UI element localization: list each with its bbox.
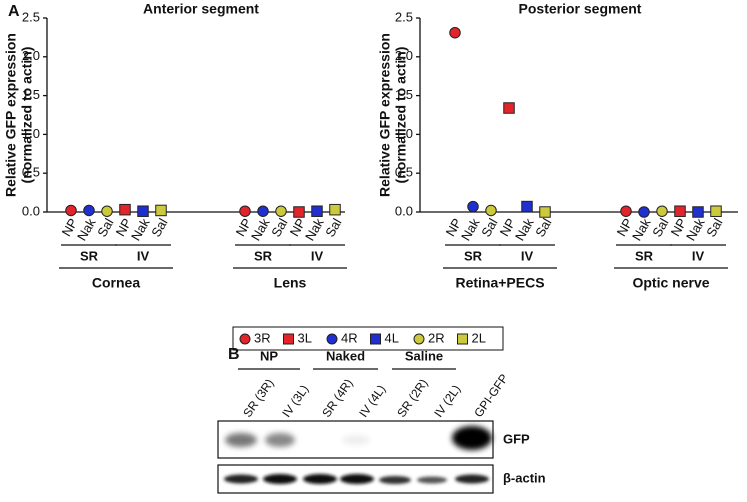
- category-label: Cornea: [92, 275, 140, 291]
- marker: [311, 205, 323, 217]
- route-label: SR: [635, 248, 654, 263]
- marker: [239, 205, 251, 217]
- legend-label: 3R: [254, 330, 271, 345]
- y-tick-label: 1.0: [395, 126, 413, 141]
- y-axis-label: Relative GFP expression: [3, 33, 19, 197]
- y-axis-label: Relative GFP expression: [377, 33, 393, 197]
- chart-title: Anterior segment: [143, 1, 259, 17]
- legend-marker: [283, 333, 294, 345]
- marker: [539, 206, 551, 218]
- blot-group-label: Saline: [405, 348, 443, 363]
- route-label: SR: [80, 248, 99, 263]
- marker: [275, 205, 287, 217]
- marker: [620, 205, 632, 217]
- y-tick-label: 2.0: [395, 48, 413, 63]
- marker: [329, 203, 341, 216]
- lane-label: IV (2L): [431, 382, 463, 420]
- x-tick-label: Sal: [268, 216, 290, 240]
- x-tick-label: Sal: [478, 216, 500, 240]
- x-tick-label: Sal: [94, 216, 116, 240]
- y-axis-label: (normalized to actin): [19, 47, 35, 184]
- marker: [83, 204, 95, 217]
- route-label: IV: [692, 248, 705, 263]
- y-tick-label: 0.5: [22, 165, 40, 180]
- lane-label: SR (4R): [319, 376, 355, 420]
- y-tick-label: 0.0: [22, 203, 40, 218]
- route-label: SR: [464, 248, 483, 263]
- marker: [101, 205, 113, 217]
- y-tick-label: 0.0: [395, 203, 413, 218]
- legend-label: 2L: [472, 330, 486, 345]
- category-label: Optic nerve: [632, 275, 709, 291]
- route-label: SR: [254, 248, 273, 263]
- marker: [638, 206, 650, 218]
- x-tick-label: Sal: [148, 216, 170, 240]
- marker: [119, 203, 131, 216]
- y-tick-label: 1.5: [395, 87, 413, 102]
- chart-title: Posterior segment: [519, 1, 642, 17]
- marker: [674, 205, 686, 217]
- panel-label: B: [228, 346, 240, 363]
- route-label: IV: [521, 248, 534, 263]
- legend-marker: [326, 333, 338, 345]
- y-tick-label: 2.0: [22, 48, 40, 63]
- x-tick-label: Sal: [703, 216, 725, 240]
- y-tick-label: 2.5: [395, 9, 413, 24]
- legend-label: 2R: [428, 330, 445, 345]
- blot-group-label: Naked: [326, 348, 365, 363]
- marker: [485, 204, 497, 217]
- blot-row-label: β-actin: [503, 470, 546, 485]
- marker: [65, 204, 77, 217]
- lane-label: IV (3L): [279, 382, 311, 420]
- marker: [449, 26, 461, 39]
- route-label: IV: [311, 248, 324, 263]
- route-label: IV: [137, 248, 150, 263]
- lane-label: IV (4L): [356, 382, 388, 420]
- legend-label: 4R: [341, 330, 358, 345]
- x-tick-label: Sal: [649, 216, 671, 240]
- marker: [137, 205, 149, 217]
- lane-label: SR (3R): [240, 376, 276, 420]
- x-tick-label: Sal: [322, 216, 344, 240]
- legend-box: [232, 326, 504, 351]
- legend-label: 4L: [385, 330, 399, 345]
- y-tick-label: 1.0: [22, 126, 40, 141]
- marker: [467, 200, 479, 213]
- marker: [521, 200, 533, 213]
- y-tick-label: 1.5: [22, 87, 40, 102]
- legend-marker: [457, 333, 468, 345]
- marker: [155, 204, 167, 217]
- lane-label: SR (2R): [394, 376, 430, 420]
- legend-marker: [413, 333, 425, 345]
- blot-actin: [217, 464, 494, 494]
- x-tick-label: Sal: [532, 216, 554, 240]
- blot-gfp: [217, 420, 494, 459]
- panel-label: A: [8, 3, 20, 20]
- marker: [710, 205, 722, 217]
- marker: [503, 102, 515, 114]
- blot-row-label: GFP: [503, 431, 530, 446]
- legend-label: 3L: [298, 330, 312, 345]
- category-label: Retina+PECS: [455, 275, 544, 291]
- marker: [656, 205, 668, 217]
- lane-label: GPI-GFP: [471, 371, 511, 419]
- legend-marker: [239, 333, 251, 345]
- marker: [257, 205, 269, 217]
- legend-marker: [370, 333, 381, 345]
- y-axis-label: (normalized to actin): [393, 47, 409, 184]
- y-tick-label: 0.5: [395, 165, 413, 180]
- y-tick-label: 2.5: [22, 9, 40, 24]
- blot-group-label: NP: [260, 348, 278, 363]
- marker: [293, 206, 305, 218]
- marker: [692, 206, 704, 218]
- category-label: Lens: [274, 275, 307, 291]
